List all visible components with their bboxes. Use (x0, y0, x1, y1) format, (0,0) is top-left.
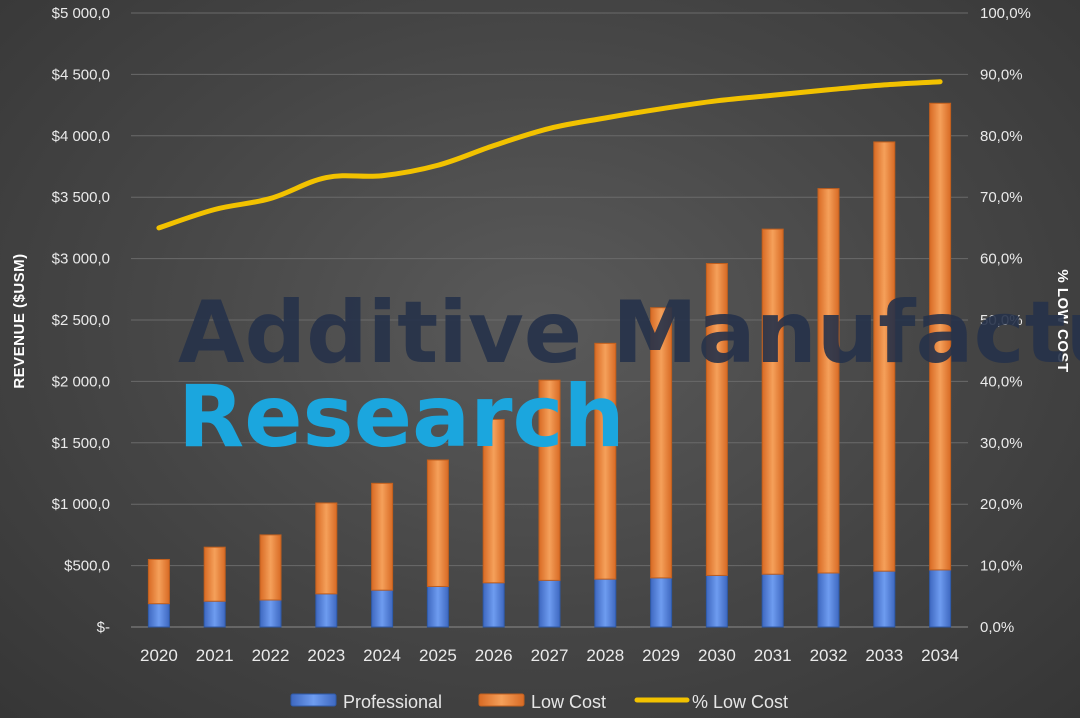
y-tick-label: $4 500,0 (52, 66, 110, 83)
category-axis-ticks: 2020 2021 2022 2023 2024 2025 2026 2027 2028 2029… (140, 646, 959, 665)
bar-low-cost (650, 307, 673, 579)
y2-tick-label: 20,0% (980, 496, 1023, 513)
y2-tick-label: 0,0% (980, 619, 1014, 636)
x-tick-label: 2020 (140, 646, 178, 665)
bar-low-cost (761, 228, 784, 575)
bar-low-cost (929, 102, 952, 571)
x-tick-label: 2021 (196, 646, 234, 665)
x-tick-label: 2026 (475, 646, 513, 665)
bar-low-cost (817, 188, 840, 574)
y2-tick-label: 30,0% (980, 435, 1023, 452)
bar-professional (650, 577, 673, 628)
bar-professional (538, 579, 561, 628)
x-tick-label: 2024 (363, 646, 401, 665)
watermark: Additive Manufacturing Research (178, 283, 1080, 467)
bar-low-cost (538, 379, 561, 581)
y2-tick-label: 90,0% (980, 66, 1023, 83)
x-tick-label: 2028 (586, 646, 624, 665)
bar-professional (761, 573, 784, 628)
bar-low-cost (482, 418, 505, 584)
y2-tick-label: 10,0% (980, 558, 1023, 575)
bar-series (147, 102, 952, 628)
bar-low-cost (594, 342, 617, 580)
y2-tick-label: 50,0% (980, 312, 1023, 329)
y-tick-label: $- (97, 619, 110, 636)
bar-low-cost (705, 263, 728, 576)
y2-tick-label: 100,0% (980, 5, 1031, 22)
watermark-line1: Additive Manufacturing (178, 283, 1080, 383)
bar-professional (371, 589, 394, 628)
right-axis-ticks: 0,0% 10,0% 20,0% 30,0% 40,0% 50,0% 60,0% 70,0% 8… (980, 5, 1031, 636)
x-tick-label: 2027 (531, 646, 569, 665)
bar-professional (426, 585, 449, 628)
x-tick-label: 2023 (307, 646, 345, 665)
bar-professional (259, 599, 282, 628)
bar-professional (315, 593, 338, 628)
y-tick-label: $500,0 (64, 558, 110, 575)
y-tick-label: $3 000,0 (52, 251, 110, 268)
y2-tick-label: 60,0% (980, 251, 1023, 268)
y-axis-title: REVENUE ($USM) (11, 253, 28, 388)
y-tick-label: $2 500,0 (52, 312, 110, 329)
y-tick-label: $2 000,0 (52, 373, 110, 390)
x-tick-label: 2032 (810, 646, 848, 665)
legend-swatch-professional (290, 693, 337, 707)
x-tick-label: 2029 (642, 646, 680, 665)
y-tick-label: $5 000,0 (52, 5, 110, 22)
y2-tick-label: 40,0% (980, 373, 1023, 390)
y-tick-label: $4 000,0 (52, 128, 110, 145)
y2-axis-title: % LOW COST (1054, 269, 1071, 372)
bar-professional (482, 582, 505, 628)
bar-professional (203, 600, 226, 628)
bar-low-cost (426, 459, 449, 587)
legend-label-pct-low-cost: % Low Cost (692, 692, 788, 712)
x-tick-label: 2033 (865, 646, 903, 665)
bar-low-cost (873, 141, 896, 572)
x-tick-label: 2034 (921, 646, 959, 665)
legend-swatch-low-cost (478, 693, 525, 707)
x-tick-label: 2025 (419, 646, 457, 665)
legend: Professional Low Cost % Low Cost (290, 692, 788, 712)
legend-label-professional: Professional (343, 692, 442, 712)
bar-professional (929, 569, 952, 628)
bar-professional (147, 603, 170, 628)
y2-tick-label: 70,0% (980, 189, 1023, 206)
bar-professional (594, 578, 617, 628)
left-axis-ticks: $- $500,0 $1 000,0 $1 500,0 $2 000,0 $2 500,0… (52, 5, 110, 636)
x-tick-label: 2030 (698, 646, 736, 665)
y-tick-label: $1 500,0 (52, 435, 110, 452)
y-tick-label: $3 500,0 (52, 189, 110, 206)
x-tick-label: 2031 (754, 646, 792, 665)
bar-low-cost (315, 502, 338, 595)
bar-low-cost (147, 558, 170, 605)
y2-tick-label: 80,0% (980, 128, 1023, 145)
bar-low-cost (259, 534, 282, 601)
line-pct-low-cost (156, 79, 943, 231)
line-series (156, 79, 943, 231)
x-tick-label: 2022 (252, 646, 290, 665)
bar-professional (817, 572, 840, 628)
bar-low-cost (203, 546, 226, 602)
bar-professional (705, 574, 728, 628)
watermark-line2: Research (178, 367, 625, 467)
bar-professional (873, 570, 896, 628)
y-tick-label: $1 000,0 (52, 496, 110, 513)
bar-low-cost (371, 482, 394, 591)
legend-label-low-cost: Low Cost (531, 692, 606, 712)
